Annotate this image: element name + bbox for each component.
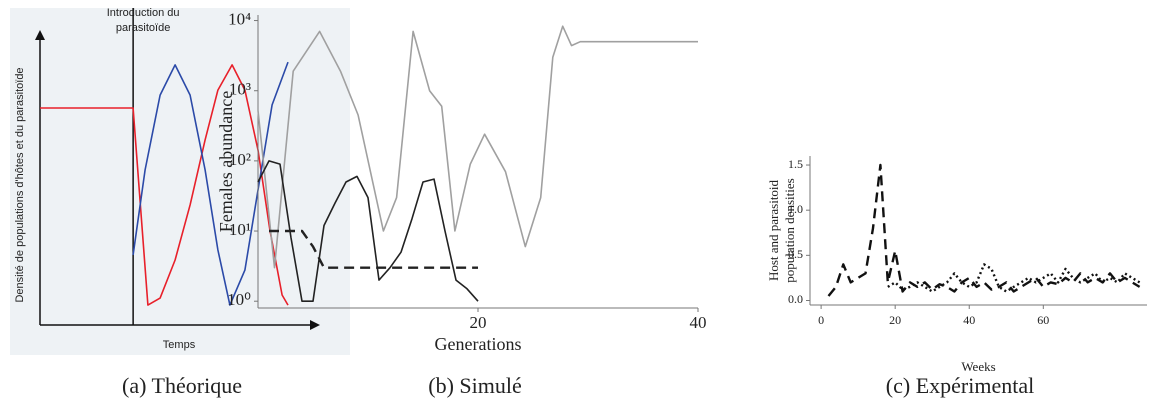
x-axis-label: Weeks	[961, 359, 995, 374]
y-tick-label: 1.5	[788, 157, 803, 171]
series-line	[887, 263, 1141, 293]
caption: (c) Expérimental	[886, 373, 1034, 398]
plot-background	[10, 8, 350, 355]
y-tick-label: 10¹	[229, 220, 251, 239]
x-tick-label: 20	[470, 313, 487, 332]
y-tick-label: 10⁴	[228, 9, 251, 28]
y-tick-label: 10⁰	[227, 290, 251, 309]
x-tick-label: 40	[690, 313, 707, 332]
x-axis-label: Generations	[435, 334, 522, 354]
caption: (a) Théorique	[122, 373, 242, 398]
y-tick-label: 1.0	[788, 202, 803, 216]
y-axis-label: Females abundance	[216, 91, 236, 232]
y-tick-label: 10²	[229, 150, 251, 169]
series-line	[257, 160, 479, 302]
x-tick-label: 40	[963, 313, 975, 327]
x-tick-label: 60	[1037, 313, 1049, 327]
x-axis-label: Temps	[163, 339, 196, 351]
x-axis-arrow	[310, 320, 320, 330]
series-line	[827, 163, 1141, 297]
y-axis-label: population densities	[782, 178, 797, 282]
y-axis-label: Densité de populations d'hôtes et du par…	[14, 67, 26, 302]
annotation: parasitoïde	[116, 22, 170, 34]
x-tick-label: 0	[818, 313, 824, 327]
y-tick-label: 0.0	[788, 292, 803, 306]
caption: (b) Simulé	[428, 373, 522, 398]
y-tick-label: 0.5	[788, 247, 803, 261]
x-tick-label: 20	[889, 313, 901, 327]
y-axis-label: Host and parasitoid	[766, 179, 781, 281]
series-line	[40, 64, 289, 306]
y-axis-arrow	[35, 30, 45, 40]
y-tick-label: 10³	[229, 80, 251, 99]
series-line	[257, 25, 698, 269]
annotation: Introduction du	[107, 7, 180, 19]
